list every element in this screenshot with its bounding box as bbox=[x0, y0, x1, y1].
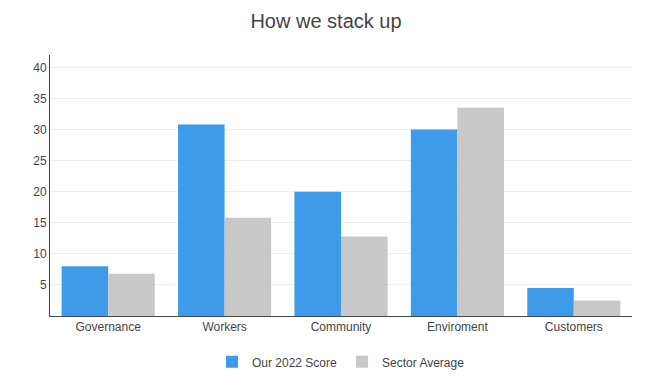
svg-text:20: 20 bbox=[33, 185, 47, 199]
svg-text:40: 40 bbox=[33, 61, 47, 75]
svg-text:35: 35 bbox=[33, 92, 47, 106]
svg-text:Enviroment: Enviroment bbox=[427, 320, 488, 334]
svg-text:25: 25 bbox=[33, 154, 47, 168]
svg-text:Workers: Workers bbox=[202, 320, 246, 334]
svg-text:Our 2022 Score: Our 2022 Score bbox=[252, 356, 337, 370]
svg-text:How we stack up: How we stack up bbox=[250, 10, 401, 32]
svg-text:10: 10 bbox=[33, 247, 47, 261]
svg-text:Community: Community bbox=[311, 320, 372, 334]
svg-text:Customers: Customers bbox=[545, 320, 603, 334]
svg-text:30: 30 bbox=[33, 123, 47, 137]
svg-text:Governance: Governance bbox=[76, 320, 142, 334]
svg-text:Sector Average: Sector Average bbox=[382, 356, 464, 370]
svg-text:5: 5 bbox=[40, 278, 47, 292]
svg-text:15: 15 bbox=[33, 216, 47, 230]
